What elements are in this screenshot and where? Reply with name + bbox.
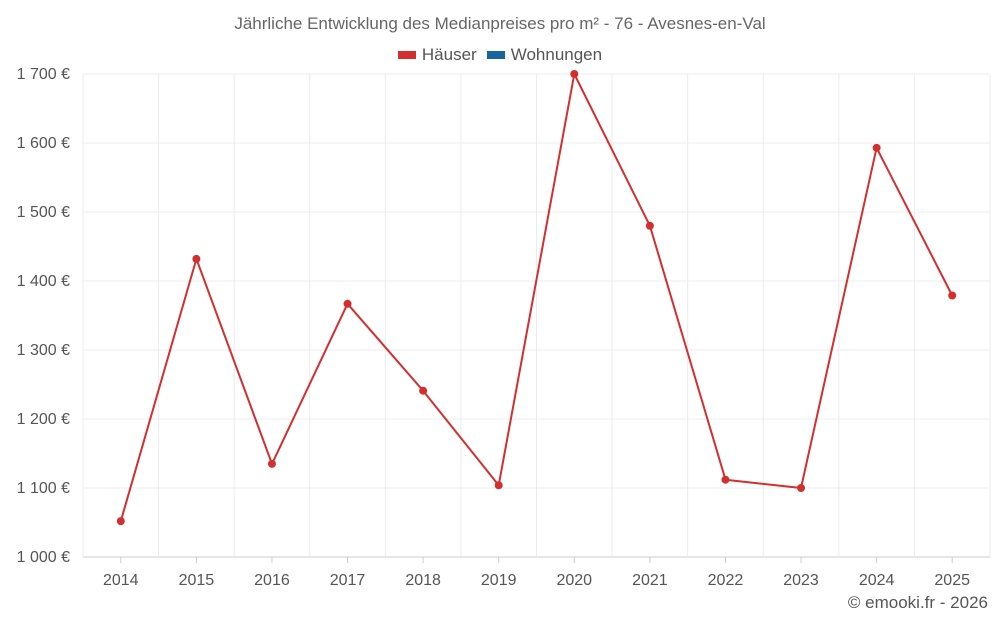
x-tick-label: 2014 (103, 572, 139, 589)
data-point[interactable] (645, 221, 654, 230)
legend-item-haeuser[interactable]: Häuser (397, 45, 477, 65)
x-tick-label: 2023 (783, 572, 819, 589)
data-point[interactable] (948, 291, 957, 300)
x-tick-label: 2015 (179, 572, 215, 589)
data-point[interactable] (116, 517, 125, 526)
data-point[interactable] (267, 459, 276, 468)
y-axis: 1 000 € 1 100 € 1 200 € 1 300 € 1 400 € 1 500… (17, 66, 70, 566)
y-tick-label: 1 500 € (17, 204, 70, 221)
legend-swatch-haeuser (397, 51, 416, 59)
y-tick-label: 1 200 € (17, 411, 70, 428)
data-point[interactable] (494, 481, 503, 490)
x-axis: 2014 2015 2016 2017 2018 2019 2020 2021 2022 2023… (103, 557, 970, 589)
x-tick-label: 2017 (330, 572, 366, 589)
data-point[interactable] (192, 254, 201, 263)
chart-legend: Häuser Wohnungen (0, 45, 1000, 65)
legend-label-haeuser: Häuser (421, 45, 477, 64)
chart-title: Jährliche Entwicklung des Medianpreises … (234, 14, 766, 33)
data-point[interactable] (343, 299, 352, 308)
data-point[interactable] (570, 70, 579, 78)
legend-label-wohnungen: Wohnungen (510, 45, 603, 64)
x-tick-label: 2024 (859, 572, 895, 589)
credit-text: © emooki.fr - 2026 (847, 593, 988, 612)
data-point[interactable] (872, 143, 881, 152)
x-tick-label: 2022 (708, 572, 744, 589)
x-tick-label: 2019 (481, 572, 517, 589)
data-point[interactable] (797, 484, 806, 492)
x-tick-label: 2025 (934, 572, 970, 589)
chart-series (116, 70, 957, 526)
y-tick-label: 1 400 € (17, 273, 70, 290)
y-tick-label: 1 700 € (17, 66, 70, 83)
x-tick-label: 2018 (405, 572, 441, 589)
x-tick-label: 2016 (254, 572, 290, 589)
data-point[interactable] (721, 475, 730, 484)
x-tick-label: 2021 (632, 572, 668, 589)
chart-grid (82, 73, 991, 558)
y-tick-label: 1 100 € (17, 480, 70, 497)
y-tick-label: 1 600 € (17, 135, 70, 152)
legend-swatch-wohnungen (486, 51, 505, 59)
x-tick-label: 2020 (556, 572, 592, 589)
data-point[interactable] (419, 386, 428, 395)
legend-item-wohnungen[interactable]: Wohnungen (486, 45, 603, 65)
y-tick-label: 1 300 € (17, 342, 70, 359)
series-line (119, 73, 954, 522)
y-tick-label: 1 000 € (17, 549, 70, 566)
